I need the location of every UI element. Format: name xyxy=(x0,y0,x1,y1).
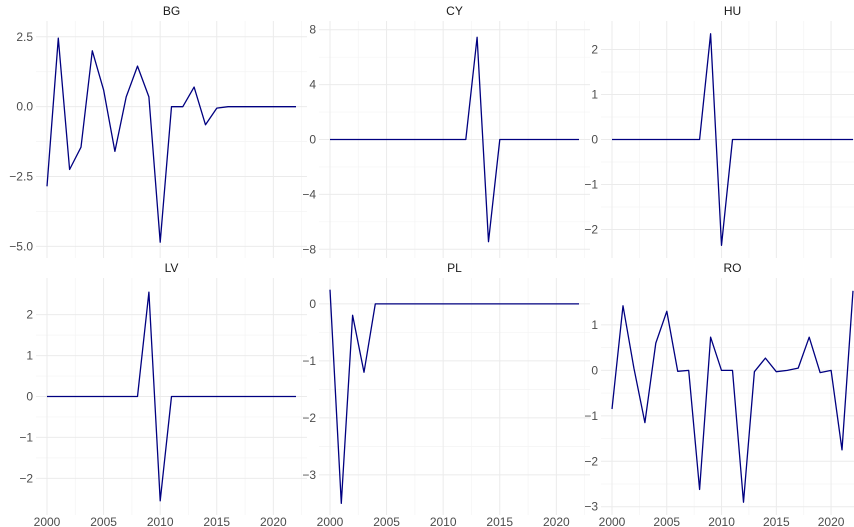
panel-pl: PL 0 −1 −2 −3 2000 2005 2010 2015 2020 xyxy=(302,261,590,527)
panel-bg: BG 2.5 0.0 −2.5 −5.0 xyxy=(9,4,307,258)
x-tick-label: 2005 xyxy=(90,515,117,527)
panel-title: PL xyxy=(447,261,462,275)
x-tick-label: 2010 xyxy=(708,515,735,527)
x-tick-label: 2010 xyxy=(147,515,174,527)
y-tick-label: −1 xyxy=(584,178,598,192)
series-line-bg xyxy=(46,37,296,243)
x-tick-label: 2020 xyxy=(260,515,287,527)
y-tick-label: −1 xyxy=(584,409,598,423)
y-tick-label: 0 xyxy=(591,363,598,377)
y-tick-label: 0 xyxy=(26,390,33,404)
y-tick-label: −2 xyxy=(584,454,598,468)
y-tick-label: 1 xyxy=(26,349,33,363)
x-tick-label: 2020 xyxy=(543,515,570,527)
x-tick-label: 2005 xyxy=(653,515,680,527)
y-tick-label: −3 xyxy=(302,468,316,482)
x-tick-label: 2020 xyxy=(818,515,845,527)
y-tick-label: 0 xyxy=(309,133,316,147)
y-tick-label: −2 xyxy=(302,411,316,425)
y-tick-label: 0.0 xyxy=(16,100,33,114)
y-tick-label: −1 xyxy=(19,430,33,444)
y-tick-label: 2.5 xyxy=(16,30,33,44)
y-tick-label: −2 xyxy=(19,471,33,485)
panel-title: CY xyxy=(446,4,463,18)
y-tick-label: 4 xyxy=(309,78,316,92)
y-tick-label: −2.5 xyxy=(9,170,33,184)
y-tick-label: 2 xyxy=(26,308,33,322)
x-tick-label: 2000 xyxy=(599,515,626,527)
series-line-pl xyxy=(329,289,579,504)
x-tick-label: 2000 xyxy=(34,515,61,527)
x-tick-label: 2010 xyxy=(430,515,457,527)
y-tick-label: −1 xyxy=(302,354,316,368)
y-tick-label: 0 xyxy=(591,133,598,147)
panel-title: RO xyxy=(724,261,742,275)
y-tick-label: 1 xyxy=(591,88,598,102)
panel-hu: HU 2 1 0 −1 −2 xyxy=(584,4,854,258)
y-tick-label: −4 xyxy=(302,187,316,201)
x-tick-label: 2000 xyxy=(317,515,344,527)
y-tick-label: 8 xyxy=(309,23,316,37)
panel-title: BG xyxy=(163,4,180,18)
x-tick-label: 2005 xyxy=(373,515,400,527)
y-tick-label: −2 xyxy=(584,223,598,237)
y-tick-label: −8 xyxy=(302,242,316,256)
x-tick-label: 2015 xyxy=(763,515,790,527)
y-tick-label: 0 xyxy=(309,297,316,311)
y-tick-label: 2 xyxy=(591,43,598,57)
y-tick-label: −3 xyxy=(584,500,598,514)
x-tick-label: 2015 xyxy=(486,515,513,527)
panel-lv: LV 2 1 0 −1 −2 2000 2005 2010 2015 2020 xyxy=(19,261,307,527)
panel-title: LV xyxy=(165,261,179,275)
y-tick-label: −5.0 xyxy=(9,239,33,253)
x-tick-label: 2015 xyxy=(203,515,230,527)
y-tick-label: 1 xyxy=(591,318,598,332)
panel-cy: CY 8 4 0 −4 −8 xyxy=(302,4,590,258)
series-line-ro xyxy=(611,290,854,503)
series-line-hu xyxy=(612,33,853,246)
panel-title: HU xyxy=(724,4,741,18)
